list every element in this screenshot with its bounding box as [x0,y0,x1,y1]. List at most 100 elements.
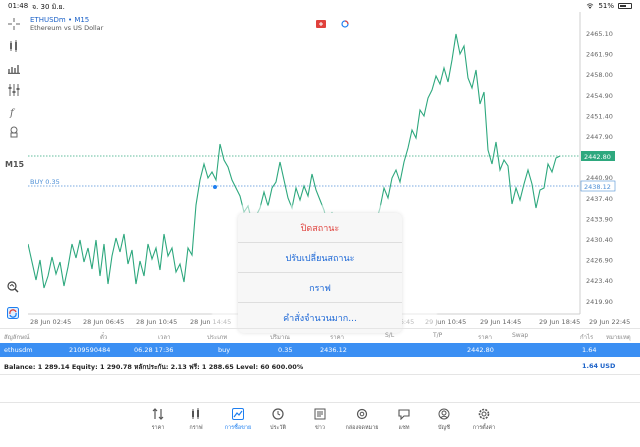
nav-trade[interactable]: การซื้อขาย [218,404,258,438]
col-time: เวลา [158,334,171,341]
col-profit: กำไร [580,334,594,341]
row-ticket: 2109590484 [69,346,111,354]
nav-label: กล่องจดหมาย [345,425,379,431]
nav-settings[interactable]: การตั้งค่า [464,404,504,438]
chart-item[interactable]: กราฟ [238,273,402,303]
position-context-menu: ปิดสถานะ ปรับเปลี่ยนสถานะ กราฟ คำสั่งจำน… [238,213,402,333]
nav-quotes[interactable]: ราคา [138,404,178,438]
indicators-icon[interactable] [6,60,22,76]
sync-icon[interactable] [340,20,350,28]
buy-price-tag-bg [580,180,616,192]
price-tick-label: 2430.40 [586,236,613,244]
timeframe-label[interactable]: M15 [5,160,25,169]
row-time: 06.28 17:36 [134,346,174,354]
status-bar: 01:48 จ. 30 มิ.ย. 51% [0,0,640,12]
status-right: 51% [586,2,632,10]
col-symbol: สัญลักษณ์ [4,334,30,341]
price-tick-label: 2437.40 [586,195,613,203]
col-type: ประเภท [207,334,228,341]
col-swap: Swap [512,332,529,339]
time-tick-label: 29 Jun 14:45 [480,318,521,326]
table-header: สัญลักษณ์ ตั๋ว เวลา ประเภท ปริมาณ ราคา S… [0,330,640,342]
time-tick-label: 28 Jun 14:45 [190,318,231,326]
nav-news[interactable]: ข่าว [300,404,340,438]
row-profit: 1.64 [582,346,597,354]
price-tick-label: 2419.90 [586,298,613,306]
nav-history[interactable]: ประวัติ [258,404,298,438]
price-tick-label: 2440.90 [586,174,613,182]
chat-icon [398,409,410,420]
objects-icon[interactable] [6,124,22,140]
nav-label: แชท [398,425,410,431]
col-comment: หมายเหตุ [606,334,631,341]
nav-label: ข่าว [315,425,325,431]
price-tick-label: 2454.90 [586,92,613,100]
news-icon [314,408,326,420]
nav-account[interactable]: บัญชี [424,404,464,438]
switch-chart-icon[interactable] [7,307,19,319]
price-tick-label: 2461.90 [586,51,613,59]
nav-mailbox[interactable]: กล่องจดหมาย [342,404,382,438]
function-icon[interactable]: f [6,104,22,120]
chart-toolbar: f M15 [0,12,28,322]
chart-description: Ethereum vs US Dollar [30,24,104,32]
quotes-icon [152,408,164,420]
chart-symbol: ETHUSDm • M15 [30,16,90,24]
buy-entry-marker [213,185,217,189]
status-date: จ. 30 มิ.ย. [32,3,65,11]
col-tp: T/P [433,332,443,339]
nav-label: การตั้งค่า [472,425,496,431]
col-ticket: ตั๋ว [100,334,108,341]
price-tick-label: 2433.90 [586,215,613,223]
zoom-icon[interactable] [7,281,19,293]
trade-icon [232,408,244,420]
row-open-price: 2436.12 [320,346,347,354]
divider [0,328,640,329]
parameters-icon[interactable] [6,82,22,98]
price-tick-label: 2458.00 [586,71,613,79]
close-position-item[interactable]: ปิดสถานะ [238,213,402,243]
divider [0,374,640,375]
nav-label: การซื้อขาย [224,425,252,431]
bulk-operations-item[interactable]: คำสั่งจำนวนมาก... [283,314,357,324]
history-icon [272,408,284,420]
total-profit: 1.64 [582,362,599,370]
time-tick-label: 28 Jun 02:45 [30,318,71,326]
chart-type-icon[interactable] [6,38,22,54]
position-row[interactable]: ethusdm 2109590484 06.28 17:36 buy 0.35 … [0,343,640,357]
time-tick-label: 29 Jun 18:45 [539,318,580,326]
col-volume: ปริมาณ [270,334,290,341]
one-click-trade-icon[interactable] [316,20,326,28]
modify-position-item[interactable]: ปรับเปลี่ยนสถานะ [238,243,402,273]
nav-label: ราคา [151,425,165,431]
price-tick-label: 2447.90 [586,133,613,141]
row-volume: 0.35 [278,346,293,354]
price-tick-label: 2426.90 [586,257,613,265]
balance-row: Balance: 1 289.14 Equity: 1 290.78 หลักป… [0,360,640,372]
row-type: buy [218,346,231,354]
chart-canvas[interactable]: 2465.10 2461.90 2458.00 2454.90 2451.40 2447.… [28,12,640,326]
time-tick-label: 28 Jun 10:45 [136,318,177,326]
svg-text:f: f [9,108,16,118]
price-line [28,33,561,289]
nav-chart[interactable]: กราฟ [176,404,216,438]
nav-label: ประวัติ [269,425,287,431]
nav-chat[interactable]: แชท [384,404,424,438]
chart-candles-icon [192,408,199,419]
battery-icon [618,3,632,9]
current-price-tag-bg [581,151,615,161]
col-current-price: ราคา [478,334,492,341]
time-tick-label: 29 Jun 22:45 [589,318,630,326]
buy-price-tag: 2438.12 [584,183,611,191]
bottom-nav: ราคา กราฟ การซื้อขาย ประวัติ ข่าว กล่องจ… [138,404,502,438]
price-chart[interactable]: 2465.10 2461.90 2458.00 2454.90 2451.40 2447.… [28,12,640,326]
battery-percent: 51% [598,2,614,10]
settings-icon [478,408,490,420]
wifi-icon [587,3,594,9]
balance-summary: Balance: 1 289.14 Equity: 1 290.78 หลักป… [4,363,304,371]
col-sl: S/L [385,332,395,339]
mailbox-icon [356,408,368,420]
crosshair-icon[interactable] [6,16,22,32]
row-symbol: ethusdm [4,346,33,354]
